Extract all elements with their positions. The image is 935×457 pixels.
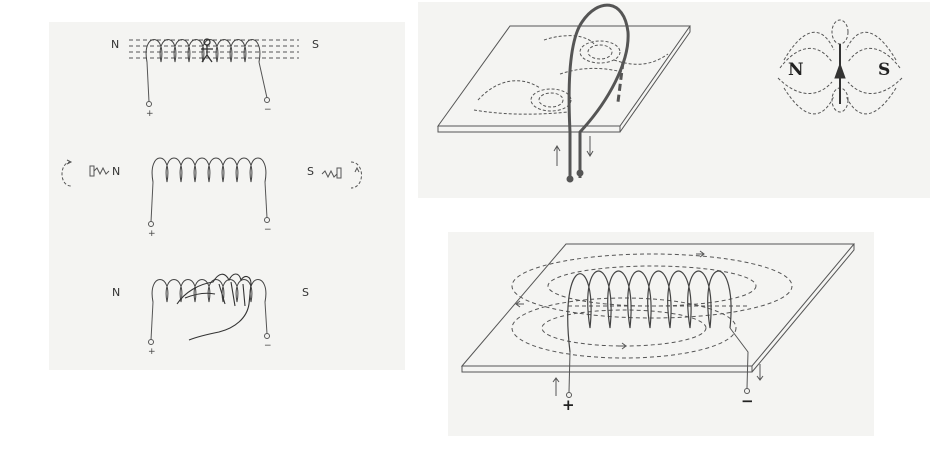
row2-terminal-minus	[264, 217, 270, 223]
solenoid-diagrams-svg	[61, 38, 362, 345]
current-loop-svg	[437, 3, 903, 183]
solenoid-current-up-arrow	[552, 377, 560, 396]
row3-north-label: N	[112, 286, 121, 299]
solenoid-minus-label: −	[741, 392, 754, 410]
solenoid-plate-panel: + −	[448, 232, 874, 436]
row3-lead-left	[150, 301, 154, 341]
solenoid-terminal-plus	[566, 392, 572, 398]
solenoid-coil	[567, 270, 732, 353]
solenoid-field-lines	[511, 253, 793, 359]
row1-terminal-plus	[146, 101, 152, 107]
solenoid-terminal-minus	[744, 388, 750, 394]
solenoid-current-down-arrow	[756, 364, 764, 381]
loop-current-up-arrow	[553, 145, 561, 166]
row3-south-label: S	[302, 286, 309, 299]
row2-rotation-right-icon	[350, 161, 362, 189]
row2-lead-right	[264, 181, 268, 219]
row1-field-lines	[129, 39, 299, 59]
row3-terminal-plus	[148, 339, 154, 345]
row1-south-label: S	[312, 38, 319, 51]
row2-spring-left-icon	[89, 165, 110, 177]
solenoid-plate	[460, 243, 856, 367]
row1-north-label: N	[111, 38, 120, 51]
row2-rotation-left-icon	[61, 161, 72, 187]
row1-coil	[145, 39, 261, 63]
solenoid-diagrams-panel: N S + − N S + − N S + −	[49, 22, 405, 370]
row2-coil	[151, 157, 267, 183]
solenoid-plate-svg	[460, 243, 856, 398]
row2-north-label: N	[112, 165, 121, 178]
loop-wire	[567, 3, 630, 178]
row3-plus-label: +	[148, 347, 156, 357]
solenoid-lead-left	[568, 351, 571, 393]
row1-lead-right	[258, 61, 268, 99]
row2-plus-label: +	[148, 229, 156, 239]
row1-plus-label: +	[146, 109, 154, 119]
row3-terminal-minus	[264, 333, 270, 339]
row2-minus-label: −	[264, 225, 272, 235]
loop-plate	[437, 25, 691, 127]
row3-minus-label: −	[264, 341, 272, 351]
row2-south-label: S	[307, 165, 314, 178]
row2-terminal-plus	[148, 221, 154, 227]
compass-north-label: N	[788, 60, 804, 80]
row2-spring-right-icon	[321, 167, 342, 179]
current-loop-panel: N S	[418, 2, 930, 198]
row3-right-hand-icon	[176, 273, 252, 341]
row1-terminal-minus	[264, 97, 270, 103]
row1-small-figure	[201, 38, 213, 63]
compass-field-lines	[777, 19, 903, 115]
row2-lead-left	[150, 181, 154, 223]
solenoid-lead-right	[729, 327, 749, 389]
solenoid-plus-label: +	[562, 396, 575, 414]
row3-coil	[151, 279, 267, 303]
row1-minus-label: −	[264, 105, 272, 115]
compass-south-label: S	[878, 60, 891, 80]
row1-lead-left	[146, 61, 150, 103]
row3-lead-right	[264, 301, 268, 335]
loop-current-down-arrow	[586, 136, 594, 157]
